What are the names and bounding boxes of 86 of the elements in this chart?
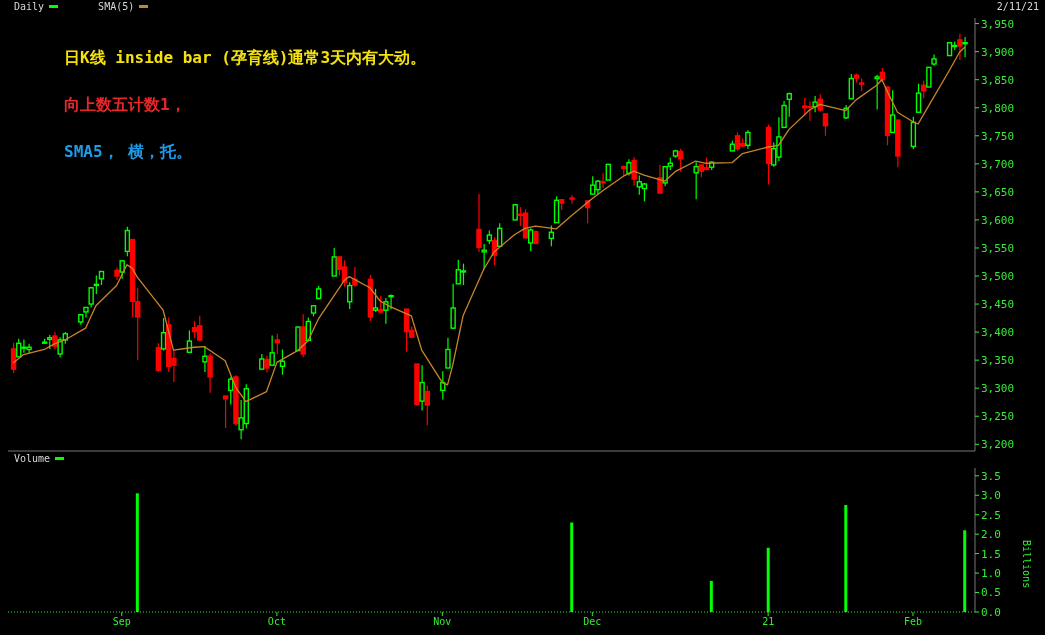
candlestick [160,317,167,352]
y-tick-label: 3,250 [981,410,1015,424]
candlestick [734,131,741,152]
bar [570,522,574,612]
annotation: 日K线 inside bar (孕育线)通常3天内有大动。 [64,48,427,69]
y-tick-label: 2.0 [981,528,1001,542]
y-tick-label: 3,300 [981,382,1015,396]
candlestick [424,384,430,426]
x-tick-label: 21 [762,616,775,628]
candlestick [812,95,818,113]
x-tick-label: Nov [433,616,452,628]
y-tick-label: 3,950 [981,17,1015,31]
candlestick [848,73,855,100]
bar [709,580,713,612]
y-tick-label: 3,700 [981,157,1015,171]
x-tick-label: Sep [112,616,131,628]
candlestick [207,352,213,394]
candlestick [124,226,131,257]
candlestick [745,129,751,150]
candlestick [383,297,389,325]
x-tick-label: Dec [583,616,602,628]
y-tick-label: 3,450 [981,297,1015,311]
candlestick [600,172,606,189]
candlestick [528,227,534,252]
candlestick [553,195,560,224]
y-tick-label: 0.5 [981,586,1001,600]
candlestick [926,66,932,88]
legend-label: SMA(5) [98,1,135,12]
candlestick [889,89,896,134]
candlestick [10,342,17,374]
y-tick-label: 3,750 [981,129,1015,143]
bar [135,493,139,612]
candlestick [269,334,275,367]
x-tick-label: Oct [267,616,286,628]
candlestick [957,33,963,61]
candlestick [786,92,792,118]
y-tick-label: 1.5 [981,547,1001,561]
candlestick [93,274,100,295]
y-tick-label: 3.0 [981,489,1001,503]
y-tick-label: 3,800 [981,101,1015,115]
candlestick [822,113,829,137]
bar [766,547,770,612]
y-tick-label: 3,500 [981,269,1015,283]
y-tick-label: 0.0 [981,605,1001,619]
y-tick-label: 3,600 [981,213,1015,227]
candlestick [460,263,467,286]
x-tick-label: Feb [903,616,922,628]
annotation: 向上数五计数1， [64,95,186,116]
candlestick [548,224,555,247]
y-tick-label: 3,650 [981,185,1015,199]
y-axis-title: Billions [1021,540,1033,589]
candlestick [445,337,451,369]
candlestick [331,247,337,277]
y-tick-label: 3,850 [981,73,1015,87]
candlestick [202,345,208,373]
y-tick-label: 3,400 [981,326,1015,339]
bar [844,504,848,612]
y-tick-label: 3,350 [981,354,1015,368]
bar [963,530,967,612]
candlestick [693,161,699,200]
candlestick [481,243,487,270]
text: 2/11/21 [996,1,1039,12]
candlestick [274,333,281,355]
y-tick-label: 3,200 [981,438,1015,452]
candlestick [569,194,575,205]
candlestick [372,288,379,313]
candlestick [222,395,229,429]
candlestick [119,259,125,280]
candlestick [631,156,637,187]
candlestick [450,283,456,330]
y-tick-label: 1.0 [981,566,1001,580]
candlestick [476,193,482,253]
annotation: SMA5， 横，托。 [64,142,193,163]
candlestick [347,281,353,310]
y-tick-label: 2.5 [981,508,1001,522]
candlestick [155,342,162,373]
candlestick [419,364,425,412]
y-tick-label: 3,550 [981,241,1015,255]
candlestick [962,36,968,58]
candlestick [915,83,922,113]
legend-label: Daily [14,1,45,12]
candlestick [874,74,880,111]
y-tick-label: 3,900 [981,45,1015,59]
candlestick [279,348,286,376]
legend-label: Volume [14,453,51,464]
y-tick-label: 3.5 [981,469,1001,483]
